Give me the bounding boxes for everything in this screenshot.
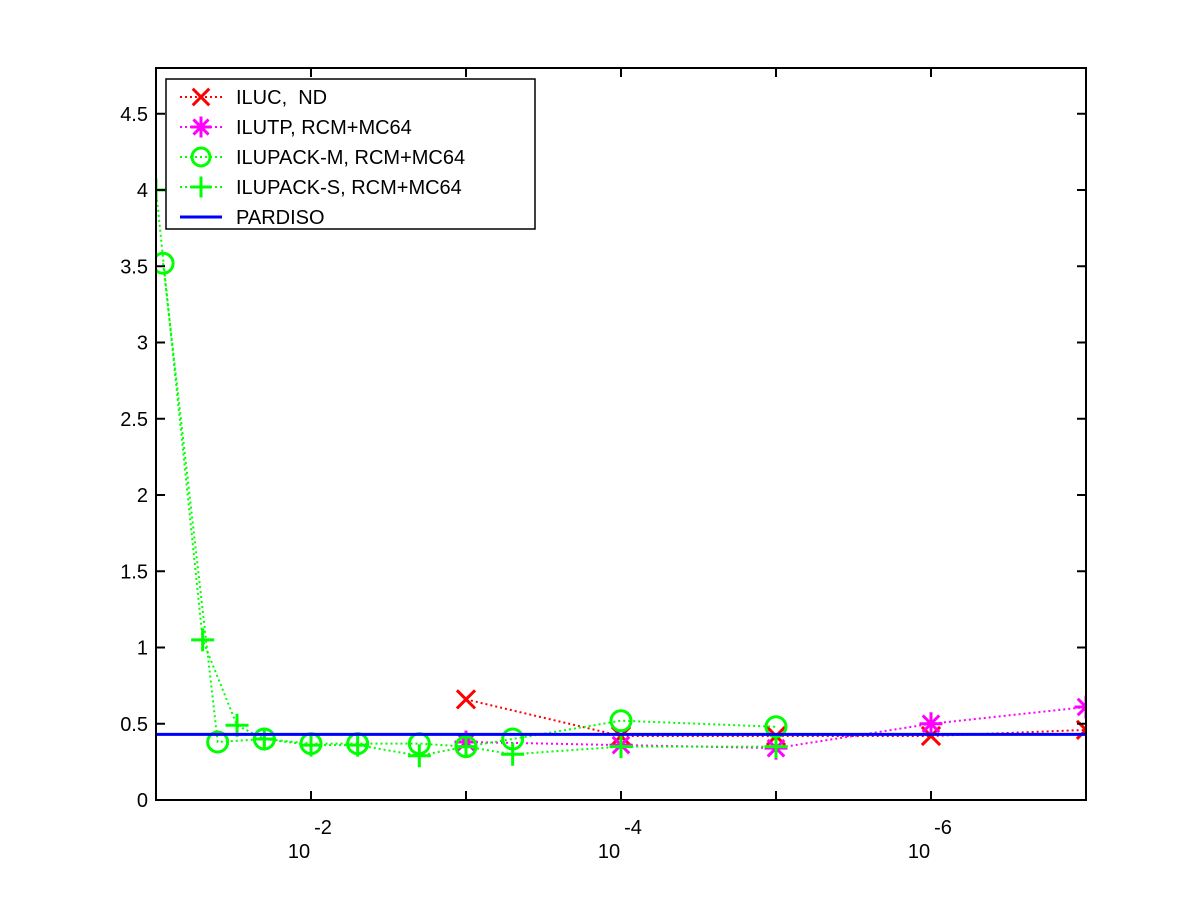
legend-entry-5: PARDISO (180, 207, 325, 229)
y-tick-label-6: 2.5 (120, 409, 148, 431)
legend-entry-3: ILUPACK-M, RCM+MC64 (180, 146, 465, 169)
y-tick-label-2: 0.5 (120, 714, 148, 736)
data-point-4-11 (764, 735, 788, 759)
data-point-4-3 (225, 713, 249, 737)
data-point-3-9 (609, 709, 633, 733)
plot-data (156, 178, 1086, 768)
data-point-4-5 (299, 733, 323, 757)
series-4 (156, 178, 788, 768)
data-point-4-10 (609, 735, 633, 759)
x-tick-base-3: 10 (908, 841, 930, 863)
y-tick-label-9: 4 (137, 180, 148, 202)
data-point-4-8 (454, 735, 478, 759)
legend-label-5: PARDISO (236, 207, 325, 229)
legend-entry-1: ILUC, ND (180, 87, 327, 109)
legend-label-2: ILUTP, RCM+MC64 (236, 117, 412, 139)
data-point-4-4 (252, 727, 276, 751)
legend: ILUC, ND ILUTP, RCM+MC64 ILUPACK-M, RCM+MC… (165, 78, 536, 230)
data-point-3-2 (206, 730, 230, 754)
legend-marker-1 (191, 87, 211, 107)
legend-marker-3 (190, 146, 212, 168)
data-point-3-1 (156, 251, 175, 275)
data-point-2-4 (919, 712, 943, 736)
y-tick-label-10: 4.5 (120, 104, 148, 126)
y-tick-label-4: 1.5 (120, 561, 148, 583)
series-line-3 (162, 263, 777, 748)
y-tick-label-3: 1 (137, 638, 148, 660)
legend-label-3: ILUPACK-M, RCM+MC64 (236, 147, 465, 169)
data-point-4-7 (407, 744, 431, 768)
legend-entry-2: ILUTP, RCM+MC64 (180, 116, 412, 139)
legend-label-1: ILUC, ND (236, 87, 327, 109)
y-tick-label-7: 3 (137, 333, 148, 355)
y-tick-label-8: 3.5 (120, 256, 148, 278)
y-tick-label-5: 2 (137, 485, 148, 507)
data-point-4-2 (191, 628, 215, 652)
series-line-4 (156, 189, 776, 757)
legend-box (165, 78, 536, 230)
data-point-1-1 (455, 689, 477, 710)
y-tick-label-1: 0 (137, 790, 148, 812)
x-tick-exponent-2: -4 (624, 817, 642, 839)
data-point-4-9 (501, 742, 525, 766)
legend-marker-2 (190, 116, 212, 138)
data-point-4-6 (346, 733, 370, 757)
x-tick-base-2: 10 (598, 841, 620, 863)
x-tick-exponent-3: -6 (934, 817, 952, 839)
legend-marker-4 (190, 176, 212, 198)
data-point-2-5 (1074, 695, 1086, 719)
legend-entry-4: ILUPACK-S, RCM+MC64 (180, 176, 462, 199)
axes: 00.511.522.533.544.5-210-410-610 (120, 67, 1087, 863)
series-3 (156, 251, 788, 759)
legend-label-4: ILUPACK-S, RCM+MC64 (236, 177, 462, 199)
x-tick-exponent-1: -2 (314, 817, 332, 839)
x-tick-base-1: 10 (288, 841, 310, 863)
